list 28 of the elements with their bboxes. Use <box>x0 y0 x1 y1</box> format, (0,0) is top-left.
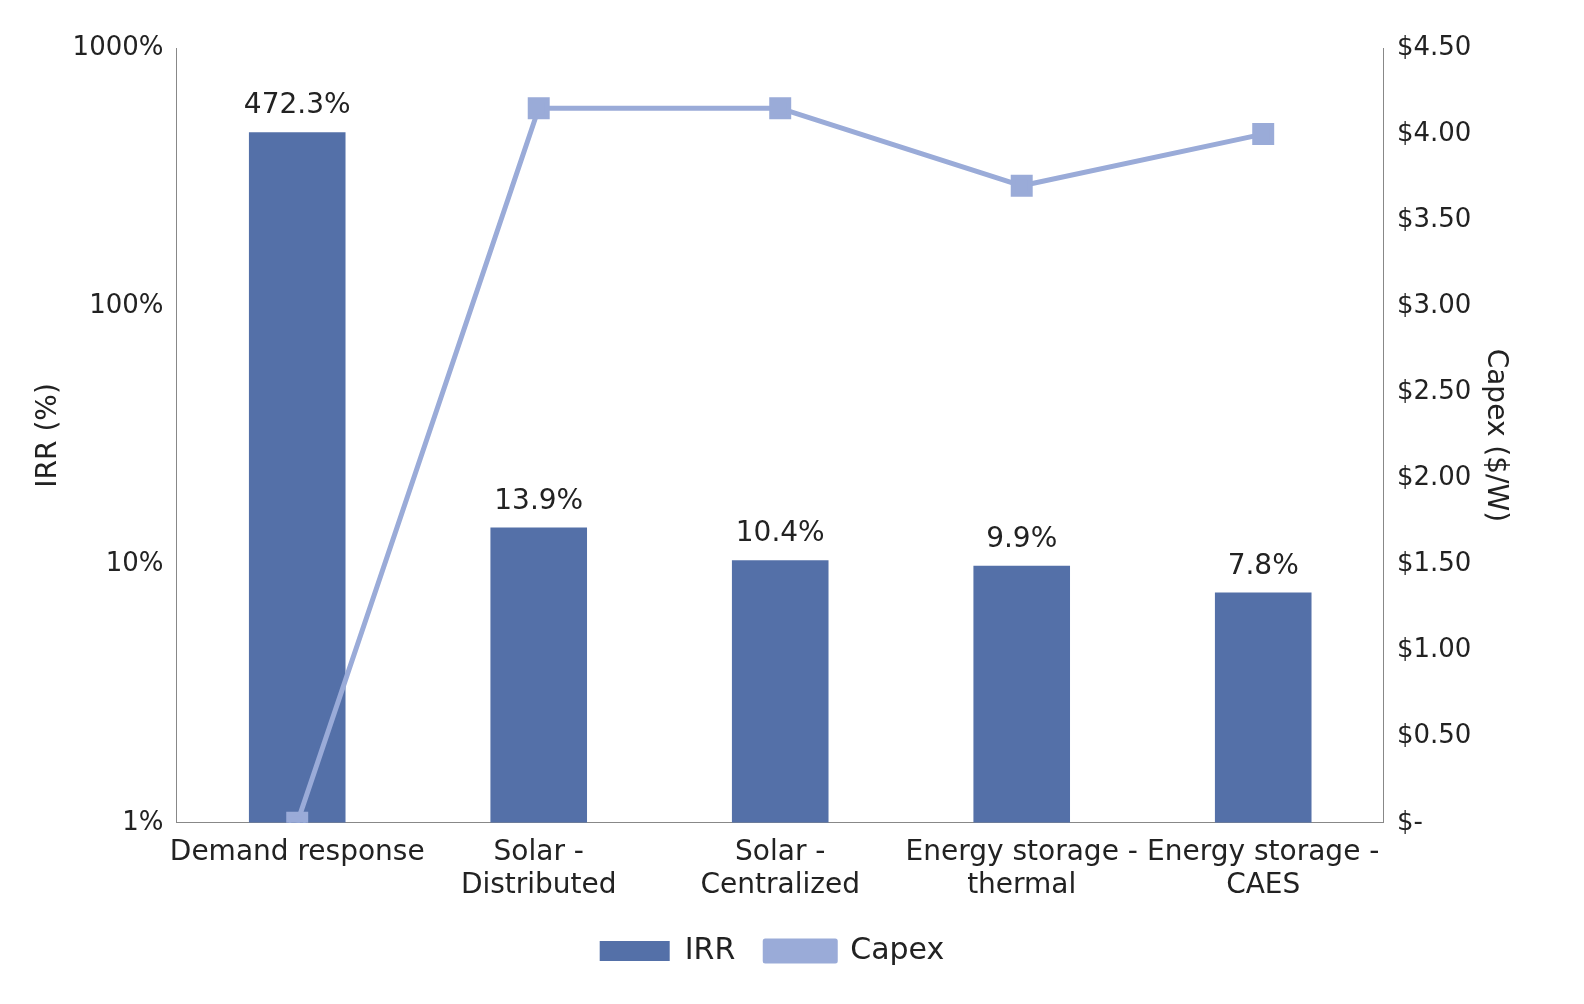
y2-tick-label: $4.00 <box>1396 116 1472 147</box>
y2-tick-label: $2.50 <box>1396 375 1472 406</box>
y2-tick-label: $- <box>1396 805 1423 836</box>
legend-label: IRR <box>684 930 736 966</box>
data-label: 7.8% <box>1227 547 1299 581</box>
y-tick-label: 1000% <box>72 30 164 61</box>
y2-tick-label: $1.50 <box>1396 547 1472 578</box>
x-tick-label: Demand response <box>169 833 425 867</box>
y-tick-label: 100% <box>89 289 164 320</box>
y-tick-label: 10% <box>105 547 164 578</box>
y2-axis-title: Capex ($/W) <box>1480 348 1514 523</box>
data-label: 13.9% <box>494 482 584 516</box>
y2-tick-label: $2.00 <box>1396 461 1472 492</box>
y2-tick-label: $3.50 <box>1396 202 1472 233</box>
y2-tick-label: $0.50 <box>1396 719 1472 750</box>
data-label: 472.3% <box>243 87 351 121</box>
x-tick-label: Energy storage - CAES <box>1147 833 1380 901</box>
y2-tick-label: $1.00 <box>1396 633 1472 664</box>
x-tick-label: Energy storage - thermal <box>905 833 1138 901</box>
data-label: 10.4% <box>735 515 825 549</box>
x-tick-label: Solar - Centralized <box>700 833 860 901</box>
y-tick-label: 1% <box>122 805 164 836</box>
y-axis-title: IRR (%) <box>30 383 64 488</box>
legend-label: Capex <box>850 930 945 966</box>
data-label: 9.9% <box>986 520 1058 554</box>
y2-tick-label: $3.00 <box>1396 289 1472 320</box>
y2-tick-label: $4.50 <box>1396 30 1472 61</box>
x-tick-label: Solar - Distributed <box>460 833 617 901</box>
